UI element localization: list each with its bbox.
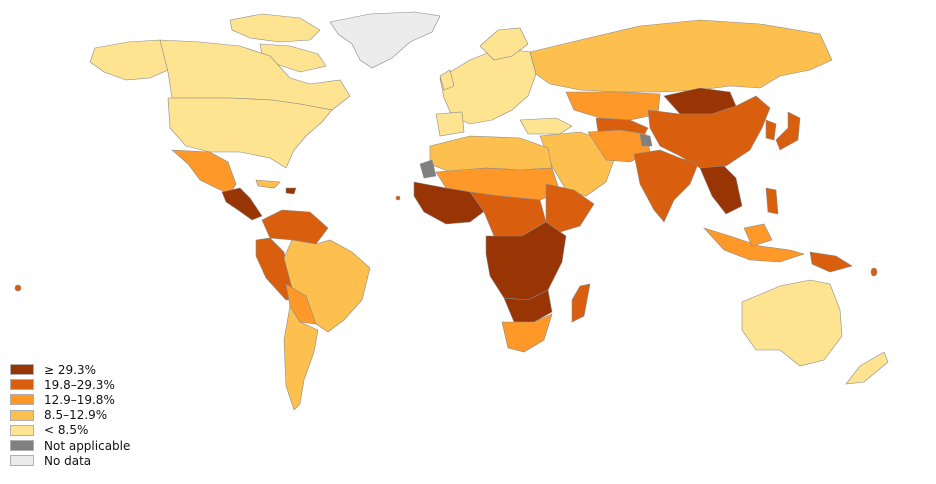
region-argentina-chile xyxy=(283,305,319,411)
legend-label: < 8.5% xyxy=(44,423,89,438)
region-mexico xyxy=(171,149,237,195)
region-scandinavia xyxy=(479,27,529,61)
region-borneo xyxy=(743,223,773,247)
region-philippines xyxy=(765,187,779,215)
region-india xyxy=(633,149,699,223)
region-hawaii xyxy=(14,284,22,292)
region-madagascar xyxy=(571,283,591,323)
region-central-america xyxy=(221,187,263,221)
region-cape-verde xyxy=(395,195,401,201)
legend-label: 12.9–19.8% xyxy=(44,392,115,407)
legend-item: 8.5–12.9% xyxy=(10,408,130,423)
legend-label: 19.8–29.3% xyxy=(44,377,115,392)
legend-label: Not applicable xyxy=(44,438,131,453)
legend-item: ≥ 29.3% xyxy=(10,362,130,377)
region-korea xyxy=(765,119,777,141)
legend-label: ≥ 29.3% xyxy=(44,362,96,377)
legend-item: 12.9–19.8% xyxy=(10,392,130,407)
region-colombia-venezuela xyxy=(261,209,329,245)
region-western-sahara xyxy=(419,159,437,179)
legend-item: No data xyxy=(10,453,130,468)
legend-item: 19.8–29.3% xyxy=(10,377,130,392)
region-kazakhstan xyxy=(565,91,661,121)
region-cuba xyxy=(255,179,281,189)
legend-label: No data xyxy=(44,453,92,468)
legend-item: < 8.5% xyxy=(10,423,130,438)
region-west-africa xyxy=(413,181,487,225)
region-china xyxy=(647,95,771,169)
region-uk xyxy=(439,69,455,91)
legend-item: Not applicable xyxy=(10,438,130,453)
region-alaska xyxy=(89,39,173,81)
region-russia xyxy=(529,19,833,93)
region-kashmir xyxy=(639,133,653,147)
region-australia xyxy=(741,279,843,367)
legend-swatch xyxy=(10,409,34,421)
region-greenland xyxy=(329,11,441,69)
region-canada-arctic xyxy=(229,13,321,43)
legend-label: 8.5–12.9% xyxy=(44,408,108,423)
region-turkey-caucasus xyxy=(519,117,573,135)
legend-swatch xyxy=(10,394,34,406)
region-pacific-island xyxy=(870,267,878,277)
map-legend: ≥ 29.3% 19.8–29.3% 12.9–19.8% 8.5–12.9% … xyxy=(10,362,130,468)
region-indochina xyxy=(699,165,743,215)
legend-swatch xyxy=(10,379,34,391)
region-new-zealand xyxy=(845,351,889,385)
legend-swatch xyxy=(10,424,34,436)
region-north-africa xyxy=(429,135,553,173)
legend-swatch xyxy=(10,440,34,452)
region-usa xyxy=(167,97,333,169)
region-haiti xyxy=(285,187,297,195)
region-bolivia-paraguay xyxy=(285,283,317,325)
legend-swatch xyxy=(10,455,34,467)
region-middle-east xyxy=(539,131,615,197)
region-papua xyxy=(809,251,853,273)
region-iberia xyxy=(435,111,465,137)
region-japan xyxy=(775,111,801,151)
legend-swatch xyxy=(10,364,34,376)
region-south-africa xyxy=(501,313,553,353)
